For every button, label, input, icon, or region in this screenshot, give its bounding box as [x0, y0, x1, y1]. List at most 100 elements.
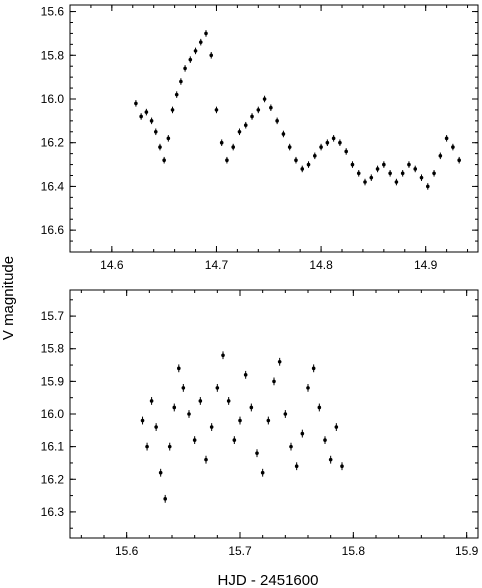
data-marker — [338, 140, 342, 145]
data-marker — [425, 184, 430, 189]
data-point — [214, 106, 219, 114]
data-point — [300, 429, 305, 438]
data-marker — [256, 108, 261, 112]
data-marker — [306, 162, 311, 167]
data-point — [163, 494, 167, 503]
y-tick-label: 16.4 — [41, 179, 65, 193]
data-point — [149, 117, 154, 125]
data-point — [400, 170, 405, 177]
data-point — [323, 436, 327, 445]
data-point — [319, 143, 323, 151]
data-marker — [170, 108, 175, 112]
data-marker — [174, 92, 179, 97]
x-tick-label: 15.7 — [228, 544, 252, 558]
data-marker — [394, 180, 399, 184]
data-marker — [375, 167, 380, 171]
data-point — [313, 152, 317, 160]
data-marker — [283, 412, 288, 416]
data-marker — [388, 171, 392, 176]
data-point — [188, 56, 193, 63]
data-point — [167, 442, 172, 451]
data-marker — [250, 114, 254, 119]
data-point — [215, 383, 220, 392]
data-marker — [192, 438, 197, 442]
data-marker — [294, 158, 298, 162]
data-point — [250, 113, 254, 120]
data-point — [149, 397, 154, 405]
data-marker — [457, 158, 461, 162]
data-marker — [237, 129, 242, 134]
data-point — [237, 128, 242, 136]
data-marker — [221, 353, 225, 358]
data-marker — [438, 154, 443, 158]
data-marker — [356, 171, 361, 176]
data-marker — [306, 386, 310, 390]
data-marker — [328, 457, 333, 462]
y-tick-label: 16.1 — [41, 440, 65, 454]
data-point — [183, 65, 187, 72]
data-marker — [209, 53, 214, 58]
data-marker — [444, 136, 449, 141]
y-tick-label: 16.2 — [41, 136, 65, 150]
data-marker — [219, 140, 224, 145]
data-marker — [183, 66, 187, 71]
data-marker — [331, 136, 336, 141]
data-point — [306, 161, 311, 168]
data-point — [294, 462, 299, 471]
data-marker — [369, 175, 374, 180]
y-tick-label: 16.0 — [41, 92, 65, 106]
data-marker — [163, 497, 167, 501]
data-point — [363, 178, 367, 186]
data-marker — [179, 79, 183, 84]
data-point — [283, 410, 288, 418]
data-point — [256, 106, 261, 114]
data-point — [226, 397, 231, 405]
y-tick-label: 16.2 — [41, 472, 65, 486]
data-marker — [204, 31, 208, 36]
y-tick-label: 15.8 — [41, 342, 65, 356]
data-marker — [340, 464, 344, 469]
data-marker — [193, 49, 198, 53]
data-point — [193, 47, 198, 55]
data-point — [369, 174, 374, 181]
x-tick-label: 15.9 — [455, 544, 479, 558]
data-point — [419, 174, 424, 181]
data-point — [306, 383, 310, 392]
data-point — [413, 165, 418, 173]
data-marker — [313, 154, 317, 158]
data-marker — [400, 171, 405, 176]
data-marker — [158, 145, 162, 149]
data-point — [177, 364, 181, 373]
data-marker — [198, 399, 203, 403]
data-marker — [289, 444, 293, 449]
data-point — [382, 161, 386, 168]
data-marker — [149, 399, 154, 403]
data-point — [407, 161, 411, 168]
data-marker — [243, 373, 248, 377]
data-point — [172, 403, 177, 412]
data-marker — [317, 405, 322, 410]
y-tick-label: 15.6 — [41, 5, 65, 19]
y-tick-label: 16.0 — [41, 407, 65, 421]
top-panel: 14.6 14.7 14.8 14.9 15.6 15.8 16.0 16.2 16.4 16.6 — [41, 4, 479, 272]
plot-frame — [69, 289, 479, 539]
data-marker — [344, 149, 348, 154]
data-point — [249, 403, 254, 412]
data-point — [187, 410, 191, 418]
data-point — [158, 143, 162, 151]
data-point — [277, 357, 282, 366]
data-point — [153, 128, 158, 136]
data-point — [140, 416, 145, 425]
data-point — [144, 108, 149, 116]
data-point — [394, 178, 399, 186]
data-marker — [266, 418, 271, 423]
data-marker — [158, 470, 163, 475]
data-marker — [162, 158, 166, 162]
data-point — [331, 135, 336, 142]
data-point — [219, 139, 224, 146]
y-tick-label: 16.3 — [41, 505, 65, 519]
y-tick-label: 15.8 — [41, 48, 65, 62]
data-marker — [311, 366, 316, 371]
data-point — [179, 78, 183, 85]
y-axis-title: V magnitude — [0, 256, 17, 340]
